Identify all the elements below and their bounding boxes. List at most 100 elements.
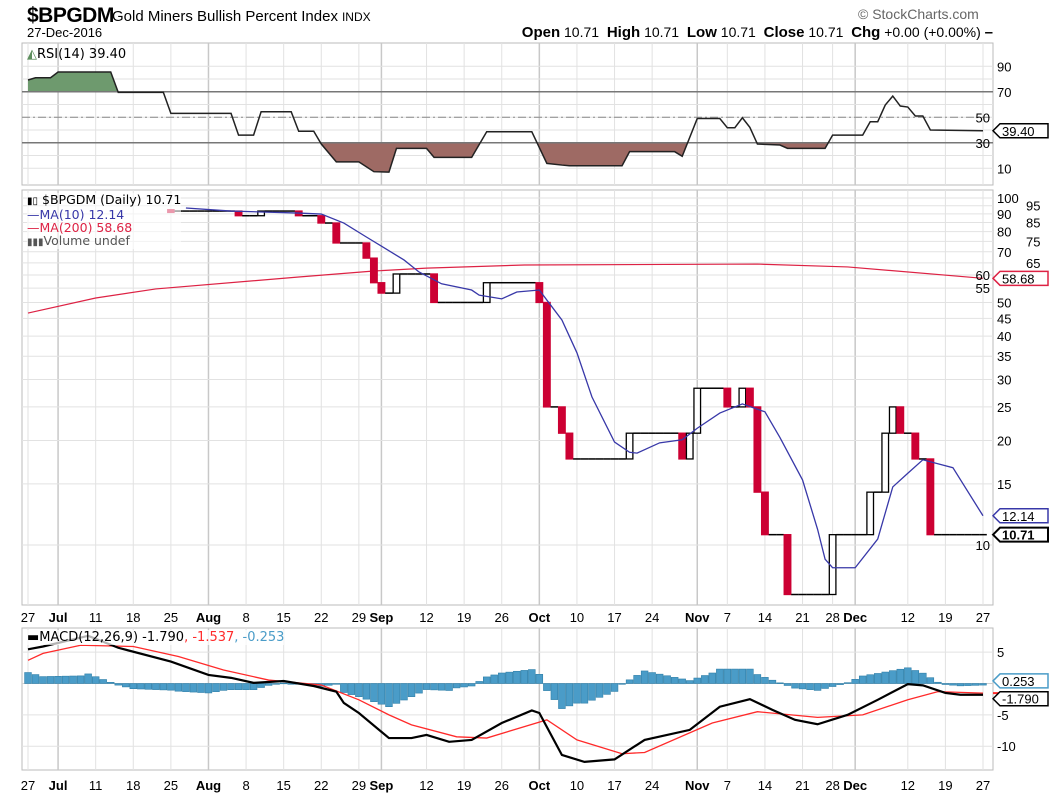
price-axis-label: 60 bbox=[976, 268, 990, 283]
macd-histogram-bar bbox=[776, 682, 784, 684]
macd-histogram-bar bbox=[422, 683, 431, 690]
date-axis-label: 15 bbox=[276, 778, 290, 793]
histogram-value-tag: 0.253 bbox=[991, 673, 1049, 689]
value-tag-box bbox=[991, 673, 1049, 689]
macd-histogram-bar bbox=[69, 675, 77, 684]
date-axis-label: 15 bbox=[276, 610, 290, 625]
down-candle bbox=[783, 534, 792, 596]
macd-histogram-bar bbox=[355, 683, 363, 697]
up-candle bbox=[888, 406, 897, 434]
rsi-axis-label: 50 bbox=[976, 110, 990, 125]
macd-histogram-bar bbox=[648, 672, 656, 684]
chart-date: 27-Dec-2016 bbox=[27, 25, 103, 40]
macd-histogram-bar bbox=[377, 683, 386, 705]
date-axis-label: 8 bbox=[242, 778, 249, 793]
macd-histogram-bar bbox=[212, 683, 220, 692]
date-axis-label: 17 bbox=[607, 610, 621, 625]
macd-histogram-bar bbox=[640, 670, 649, 684]
rsi-line bbox=[27, 71, 984, 173]
exchange-label: INDX bbox=[341, 10, 371, 24]
value-tag-box bbox=[991, 526, 1049, 543]
date-axis-label: 24 bbox=[645, 778, 659, 793]
macd-histogram-bar bbox=[91, 676, 100, 684]
close-value-tag: 10.71 bbox=[991, 526, 1049, 543]
macd-histogram-bar bbox=[400, 683, 408, 701]
macd-histogram-bar bbox=[941, 683, 950, 685]
macd-histogram-bar bbox=[340, 683, 348, 693]
macd-histogram-bar bbox=[24, 672, 32, 684]
macd-histogram-bar bbox=[926, 677, 935, 684]
rsi-legend-icon: ◭ bbox=[27, 47, 37, 62]
date-axis-label: Dec bbox=[843, 610, 867, 625]
ticker-symbol: $BPGDM bbox=[27, 4, 114, 27]
copyright[interactable]: © StockCharts.com bbox=[858, 6, 979, 22]
macd-histogram-bar bbox=[197, 683, 205, 693]
macd-histogram-bar bbox=[227, 683, 235, 690]
ma200-line bbox=[27, 263, 984, 314]
macd-histogram-bar bbox=[550, 683, 559, 700]
ma10-line bbox=[185, 207, 984, 569]
price-legend-text: $BPGDM (Daily) 10.71 bbox=[42, 192, 182, 207]
macd-histogram-bar bbox=[738, 668, 747, 684]
macd-histogram-bar bbox=[242, 683, 250, 690]
date-axis-label: 12 bbox=[419, 778, 433, 793]
macd-legend-label: MACD(12,26,9) bbox=[39, 630, 139, 645]
macd-histogram-bar bbox=[543, 683, 551, 691]
macd-histogram-bar bbox=[264, 683, 273, 686]
down-candle bbox=[377, 282, 386, 294]
macd-histogram-bar bbox=[701, 675, 709, 684]
macd-histogram-bar bbox=[39, 676, 47, 684]
macd-histogram-bar bbox=[723, 668, 732, 684]
low-value: 10.71 bbox=[720, 24, 756, 40]
macd-histogram-bar bbox=[279, 682, 288, 685]
price-axis-label: 75 bbox=[1026, 234, 1040, 249]
date-axis-label: 17 bbox=[607, 778, 621, 793]
ma200-value-tag: 58.68 bbox=[991, 270, 1049, 286]
price-legend-item: ▮▯ $BPGDM (Daily) 10.71 bbox=[27, 193, 181, 208]
price-axis-label: 50 bbox=[997, 295, 1011, 310]
down-candle bbox=[911, 432, 920, 460]
up-candle bbox=[866, 491, 875, 536]
date-axis-label: 26 bbox=[495, 778, 509, 793]
macd-histogram-bar bbox=[430, 683, 438, 691]
up-candle bbox=[625, 432, 634, 460]
macd-histogram-bar bbox=[445, 683, 453, 691]
down-candle bbox=[332, 222, 341, 244]
date-axis-label: 27 bbox=[21, 610, 35, 625]
macd-histogram-bar bbox=[919, 672, 927, 684]
date-axis-label: 14 bbox=[758, 778, 772, 793]
date-axis-label: 7 bbox=[724, 778, 731, 793]
macd-line bbox=[27, 634, 983, 763]
date-axis-label: 26 bbox=[495, 610, 509, 625]
date-axis-label: 19 bbox=[457, 778, 471, 793]
macd-histogram-bar bbox=[595, 683, 604, 698]
date-axis-label: 11 bbox=[89, 610, 103, 625]
price-axis-label: 65 bbox=[1026, 256, 1040, 271]
rsi-axis-label: 70 bbox=[997, 85, 1011, 100]
line-icon: — bbox=[27, 207, 40, 222]
date-axis-label: Sep bbox=[370, 778, 394, 793]
date-axis-label: 18 bbox=[126, 610, 140, 625]
macd-histogram-bar bbox=[971, 683, 980, 686]
up-candle bbox=[738, 387, 747, 408]
macd-histogram-bar bbox=[272, 683, 280, 685]
value-tag-text: -1.790 bbox=[1002, 692, 1039, 707]
value-tag-box bbox=[991, 690, 1049, 707]
value-tag-text: 39.40 bbox=[1002, 124, 1035, 139]
date-axis-label: Nov bbox=[685, 610, 710, 625]
macd-histogram-bar bbox=[753, 674, 762, 684]
down-candle bbox=[678, 432, 687, 460]
macd-histogram-bar bbox=[565, 683, 574, 707]
date-axis-label: 27 bbox=[976, 778, 990, 793]
macd-histogram-bar bbox=[896, 668, 904, 684]
rsi-value-tag: 39.40 bbox=[991, 123, 1049, 139]
open-value: 10.71 bbox=[564, 24, 600, 40]
close-value: 10.71 bbox=[808, 24, 844, 40]
ma200-legend-item: —MA(200) 58.68 bbox=[27, 221, 181, 234]
signal-legend-value: , -1.537 bbox=[184, 630, 235, 645]
price-axis-label: 80 bbox=[997, 225, 1011, 240]
rsi-legend: ◭RSI(14) 39.40 bbox=[27, 47, 126, 62]
macd-histogram-bar bbox=[603, 683, 611, 695]
date-axis-label: 18 bbox=[126, 778, 140, 793]
